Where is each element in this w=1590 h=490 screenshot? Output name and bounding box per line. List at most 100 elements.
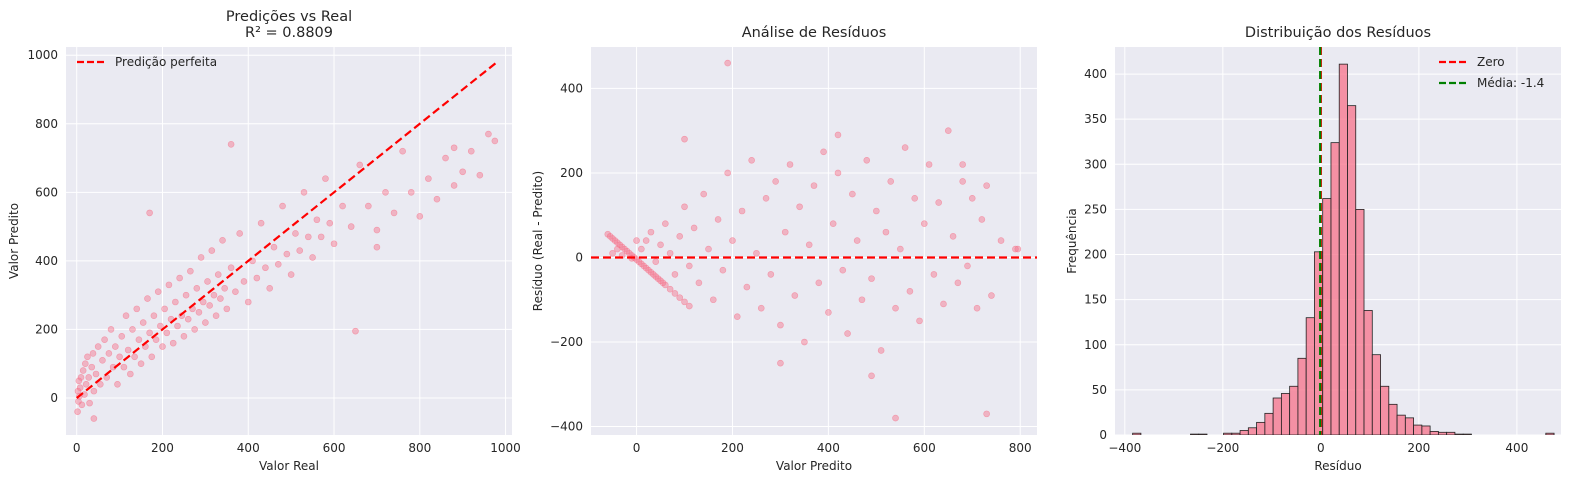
data-point [657, 241, 664, 249]
data-point [671, 290, 679, 297]
data-point [652, 258, 660, 266]
data-point [988, 292, 995, 299]
histogram-bar [1247, 427, 1257, 435]
x-tick-label: 600 [913, 441, 936, 455]
data-point [748, 156, 755, 164]
histogram-bar [1132, 432, 1142, 435]
data-point [834, 169, 842, 177]
data-point [983, 182, 990, 189]
data-point [796, 203, 803, 211]
data-point [442, 154, 449, 162]
plot-area [66, 47, 512, 435]
data-point [724, 59, 731, 67]
data-point [450, 182, 458, 189]
data-point [944, 127, 952, 134]
histogram-bar [1363, 310, 1373, 435]
data-point [161, 305, 168, 313]
data-point [757, 304, 765, 312]
data-point [853, 237, 861, 244]
histogram-bar [1454, 433, 1464, 435]
histogram-bar [1330, 142, 1340, 435]
data-point [868, 275, 875, 282]
gridlines [66, 47, 512, 435]
y-tick-label: −200 [550, 335, 583, 349]
data-point [897, 245, 904, 253]
data-point [906, 287, 914, 295]
data-point [81, 360, 89, 368]
data-point [1014, 245, 1022, 253]
data-point [90, 415, 98, 422]
x-tick-label: 0 [633, 441, 641, 455]
data-point [148, 353, 156, 361]
data-point [676, 233, 684, 240]
x-tick-label: 400 [237, 441, 260, 455]
data-point [373, 243, 381, 251]
data-point [365, 202, 372, 210]
histogram-bar [1388, 403, 1398, 435]
histogram-bar [1338, 63, 1348, 435]
data-point [416, 213, 424, 220]
y-tick-label: 350 [1084, 112, 1107, 126]
data-point [609, 249, 616, 257]
x-tick-label: 800 [1009, 441, 1032, 455]
histogram-bars [1132, 63, 1555, 435]
data-point [777, 359, 784, 367]
data-point [485, 130, 492, 138]
y-tick-label: 0 [50, 391, 58, 405]
data-point [300, 189, 308, 196]
data-point [120, 363, 128, 371]
data-point [199, 298, 207, 306]
data-point [666, 249, 674, 257]
data-point [820, 148, 827, 156]
data-point [191, 326, 198, 333]
y-axis-label: Frequência [1065, 208, 1079, 274]
chart-title: Distribuição dos Resíduos [1245, 25, 1431, 41]
data-point [647, 228, 655, 236]
data-point [705, 245, 712, 253]
data-point [82, 380, 90, 388]
histogram-bar [1380, 385, 1390, 435]
data-point [322, 175, 329, 182]
data-point [690, 224, 698, 232]
data-point [476, 171, 484, 179]
data-point [719, 266, 727, 274]
legend: Zero Média: -1.4 [1439, 55, 1544, 90]
data-point [135, 336, 143, 344]
data-point [75, 398, 82, 405]
plot-content [591, 59, 1037, 422]
histogram-bar [1305, 317, 1315, 435]
data-point [791, 292, 799, 299]
data-point [801, 338, 808, 346]
data-point [253, 274, 261, 282]
data-point [182, 291, 190, 299]
panel-1: 0 200 400 600 800 1000 0 200 400 600 800 1000 Valor … [7, 9, 521, 473]
histogram-bar [1355, 209, 1365, 435]
histogram-bar [1264, 412, 1274, 435]
legend-label: Zero [1477, 55, 1505, 69]
data-point [129, 326, 136, 333]
y-axis-label: Valor Predito [7, 203, 21, 279]
data-point [122, 312, 130, 320]
y-axis-label: Resíduo (Real - Predito) [531, 171, 545, 311]
data-point [916, 317, 923, 325]
data-point [208, 247, 216, 254]
data-point [729, 237, 736, 244]
data-point [270, 243, 278, 251]
data-point [304, 233, 312, 241]
data-point [206, 302, 213, 309]
data-point [227, 141, 235, 148]
histogram-bar [1280, 393, 1291, 435]
data-point [76, 384, 84, 391]
data-point [633, 237, 640, 244]
data-point [983, 410, 990, 418]
data-point [227, 264, 235, 272]
legend-label: Média: -1.4 [1477, 76, 1544, 90]
data-point [450, 144, 458, 152]
data-point [89, 350, 97, 357]
data-point [676, 294, 684, 301]
chart-subtitle: R² = 0.8809 [245, 25, 333, 41]
data-point [266, 285, 274, 292]
data-point [180, 332, 188, 340]
x-tick-label: 200 [151, 441, 174, 455]
data-point [118, 332, 126, 340]
